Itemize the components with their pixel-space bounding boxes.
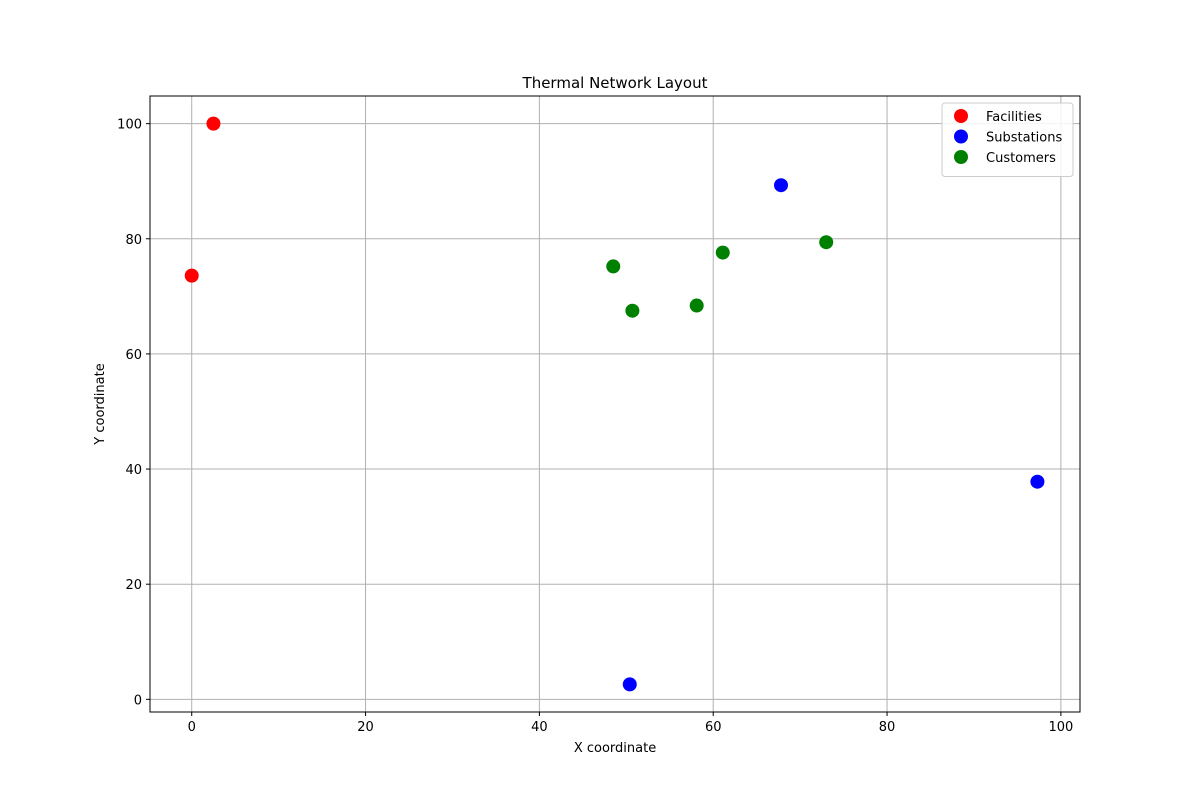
facilities-point — [184, 268, 199, 283]
x-tick-label: 80 — [879, 720, 896, 735]
substations-point — [622, 677, 637, 692]
plot-frame — [149, 95, 1081, 713]
y-axis-label: Y coordinate — [93, 363, 108, 445]
x-tick-label: 20 — [357, 720, 374, 735]
x-tick-label: 60 — [705, 720, 722, 735]
chart-title: Thermal Network Layout — [522, 74, 708, 92]
x-tick-label: 100 — [1048, 720, 1073, 735]
y-tick-label: 100 — [117, 118, 142, 133]
legend-label: Substations — [986, 131, 1062, 146]
substations-point — [774, 178, 789, 193]
legend-box — [941, 102, 1074, 177]
x-axis-label: X coordinate — [574, 741, 656, 756]
x-tick-label: 40 — [531, 720, 548, 735]
legend-marker — [954, 150, 968, 164]
legend-label: Customers — [986, 151, 1056, 166]
legend-marker — [954, 129, 968, 144]
customers-point — [606, 259, 621, 274]
customers-point — [625, 303, 640, 318]
y-tick-label: 80 — [125, 233, 142, 248]
y-axis-ticks: 0 20 40 60 80 100 — [117, 118, 150, 708]
y-tick-label: 60 — [125, 348, 142, 363]
legend-marker — [954, 109, 968, 123]
customers-point — [689, 298, 704, 313]
y-tick-label: 40 — [125, 463, 142, 478]
x-axis-ticks: 0 20 40 60 80 100 — [188, 712, 1073, 735]
x-tick-label: 0 — [188, 720, 196, 735]
y-tick-label: 20 — [125, 578, 142, 593]
facilities-point — [206, 116, 221, 131]
y-tick-label: 0 — [134, 693, 142, 708]
customers-point — [819, 235, 834, 250]
data-points — [184, 116, 1045, 692]
legend: Facilities Substations Customers — [941, 102, 1074, 177]
customers-point — [715, 245, 730, 260]
grid-lines — [150, 96, 1080, 712]
legend-label: Facilities — [986, 110, 1042, 125]
substations-point — [1030, 474, 1045, 489]
